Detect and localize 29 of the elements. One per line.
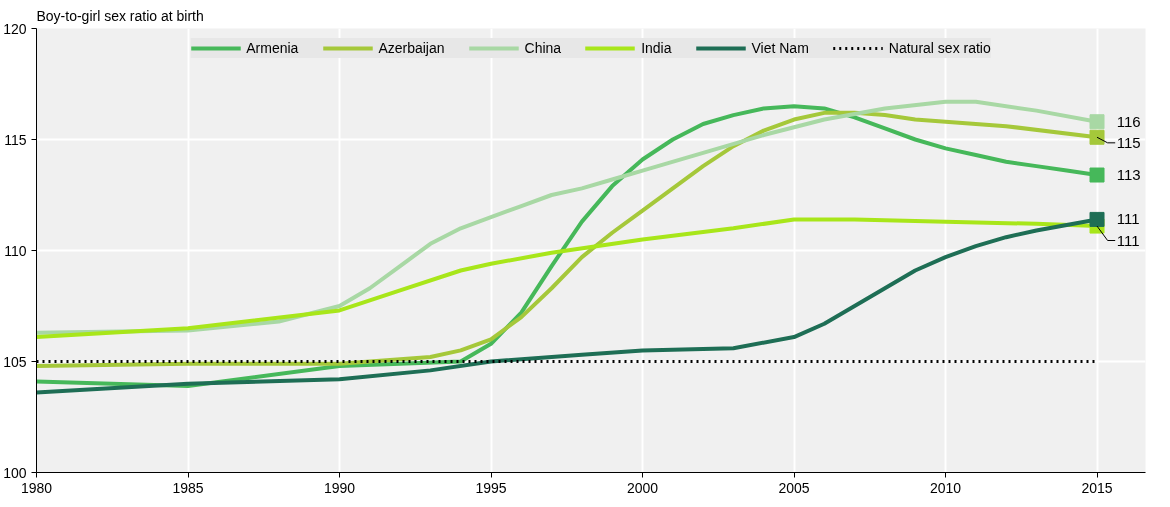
x-tick-label: 1980 — [20, 479, 53, 496]
legend-label: China — [524, 40, 562, 56]
y-axis-title: Boy-to-girl sex ratio at birth — [36, 7, 204, 24]
legend-label: Armenia — [246, 40, 299, 56]
x-tick-label: 1985 — [172, 479, 204, 496]
y-tick-label: 115 — [4, 131, 27, 148]
data-label: 115 — [1116, 133, 1141, 151]
y-tick-label: 105 — [3, 353, 27, 370]
data-label: 116 — [1116, 112, 1141, 130]
y-tick-label: 110 — [4, 242, 27, 259]
point — [1089, 167, 1105, 183]
point — [1089, 211, 1105, 227]
legend-label: Azerbaijan — [378, 40, 445, 56]
data-label: 113 — [1116, 166, 1141, 184]
y-tick-label: 100 — [3, 464, 27, 481]
x-tick-label: 2015 — [1081, 479, 1113, 496]
x-tick-label: 2005 — [778, 479, 810, 496]
x-tick-label: 2000 — [626, 479, 659, 496]
x-tick-label: 1995 — [475, 479, 507, 496]
point — [1089, 114, 1105, 130]
legend-label: Viet Nam — [751, 40, 809, 56]
point — [1089, 129, 1105, 145]
legend-label: Natural sex ratio — [888, 40, 991, 56]
legend-label: India — [641, 40, 672, 56]
data-label: 111 — [1116, 231, 1140, 249]
y-tick-label: 120 — [3, 20, 27, 37]
x-tick-label: 2010 — [929, 479, 962, 496]
data-label: 111 — [1116, 210, 1140, 228]
x-tick-label: 1990 — [323, 479, 356, 496]
